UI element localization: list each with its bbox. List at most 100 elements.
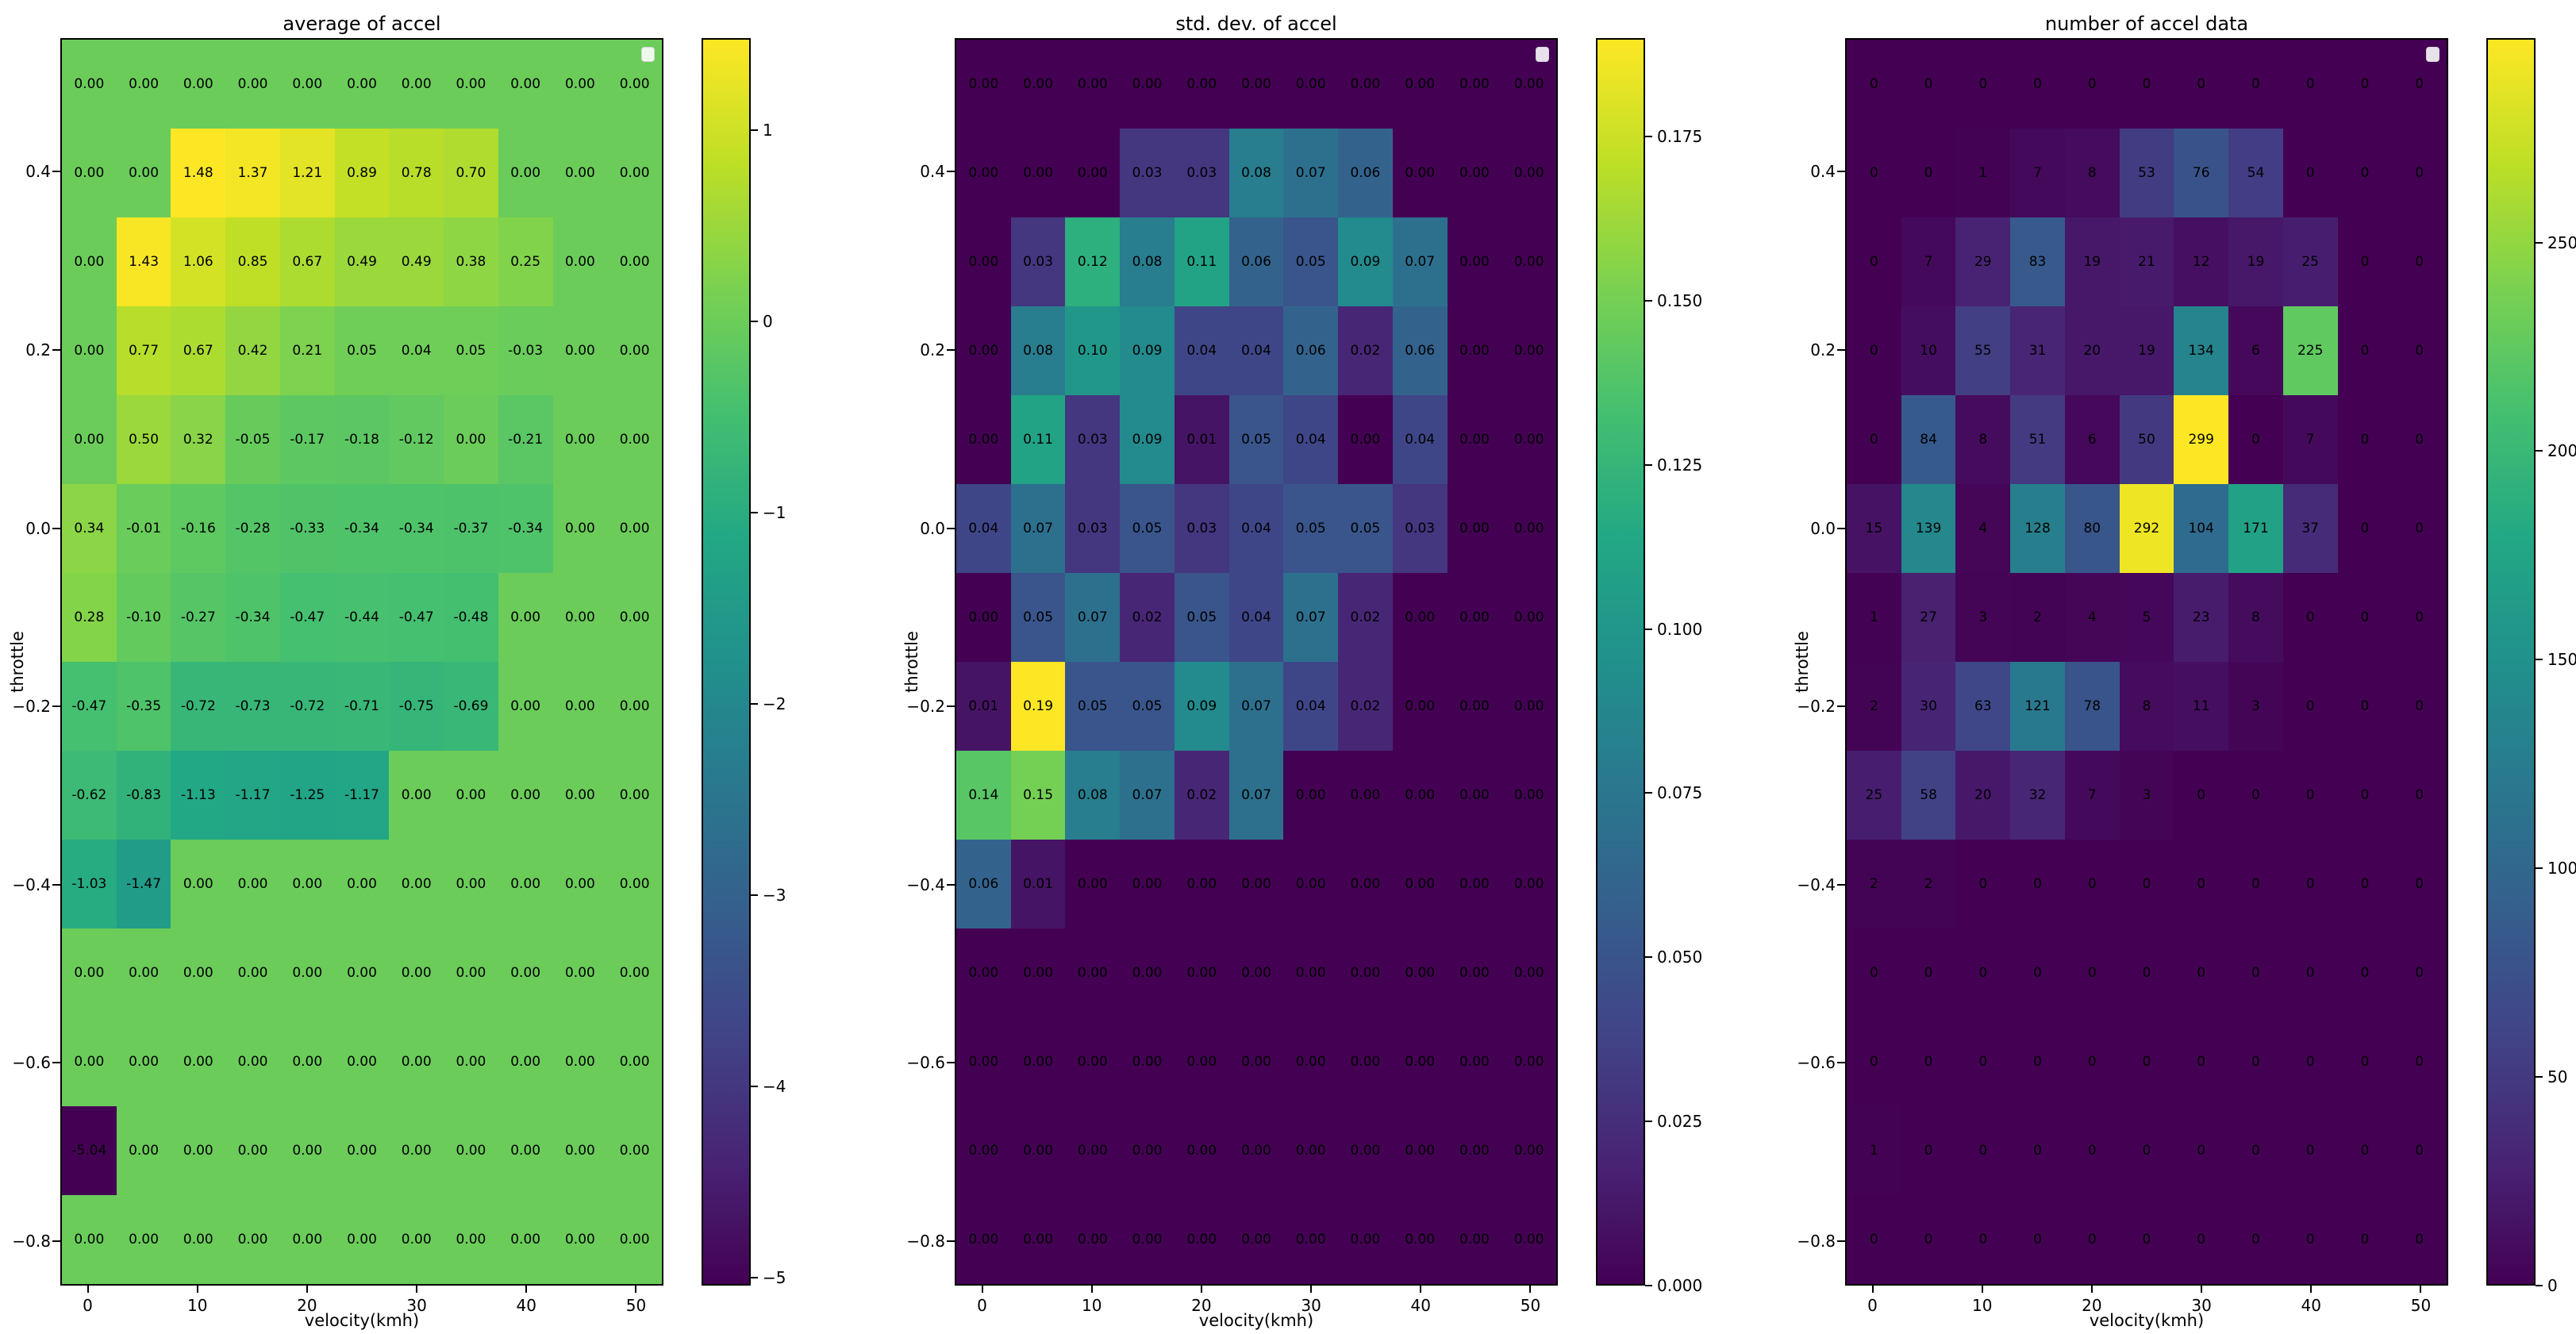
- heatmap-cell: 171: [2228, 484, 2283, 573]
- heatmap-cell: -0.72: [171, 662, 226, 751]
- colorbar-tick-label: 0.150: [1657, 290, 1703, 310]
- cell-value: 0.00: [564, 431, 595, 448]
- cell-value: 0.00: [237, 964, 268, 981]
- cell-value: 0: [2033, 964, 2042, 981]
- cell-value: 0: [2360, 609, 2370, 625]
- heatmap-cell: 0: [1901, 1017, 1956, 1106]
- cell-value: 12: [2192, 253, 2210, 270]
- cell-value: 0: [2360, 431, 2370, 448]
- heatmap-cell: 2: [1847, 662, 1901, 751]
- heatmap-grid: 0.00 0.00 0.00 0.00 0.00 0.00 0.00 0.00 0.00 0.00…: [62, 40, 662, 1284]
- x-tick-mark: [1871, 1286, 1874, 1293]
- cell-value: 0.05: [1350, 520, 1381, 536]
- heatmap-cell: 0.05: [1174, 573, 1229, 662]
- heatmap-cell: 12: [2174, 217, 2229, 306]
- heatmap-cell: 0.00: [1174, 928, 1229, 1017]
- cell-value: 0.67: [183, 342, 213, 359]
- cell-value: 15: [1865, 520, 1883, 536]
- cell-value: 0.00: [1405, 609, 1436, 625]
- heatmap-cell: 8: [1955, 395, 2011, 484]
- heatmap-cell: 0.00: [62, 1195, 117, 1284]
- heatmap-cell: 0: [1955, 1106, 2011, 1195]
- heatmap-cell: -0.34: [498, 484, 553, 573]
- cell-value: 1.37: [237, 164, 268, 181]
- cell-value: 299: [2188, 431, 2214, 448]
- heatmap-cell: 0.00: [1283, 40, 1339, 129]
- heatmap-cell: 63: [1955, 662, 2011, 751]
- cell-value: 0.00: [237, 75, 268, 92]
- heatmap-cell: 23: [2174, 573, 2229, 662]
- cell-value: 0.08: [1077, 786, 1108, 803]
- heatmap-cell: -0.33: [279, 484, 335, 573]
- cell-value: 0.00: [619, 1053, 650, 1070]
- heatmap-cell: 0.00: [1010, 1017, 1066, 1106]
- heatmap-cell: 80: [2064, 484, 2120, 573]
- cell-value: 0: [2305, 964, 2315, 981]
- cell-value: 0.00: [619, 75, 650, 92]
- cell-value: 0.00: [129, 1053, 160, 1070]
- cell-value: 0.00: [456, 875, 486, 892]
- x-tick-label: 50: [1520, 1296, 1541, 1315]
- heatmap-cell: 0.00: [552, 1017, 608, 1106]
- cell-value: 0.00: [510, 164, 541, 181]
- heatmap-cell: 0.00: [1447, 484, 1502, 573]
- colorbar-tick-mark: [751, 1086, 758, 1088]
- heatmap-cell: 0.00: [171, 1017, 226, 1106]
- cell-value: 0: [2087, 1053, 2097, 1070]
- cell-value: 6: [2087, 431, 2097, 448]
- cell-value: 0: [2142, 964, 2151, 981]
- heatmap-cell: 0.00: [389, 1106, 444, 1195]
- y-tick-mark: [52, 705, 60, 708]
- cell-value: 2: [1869, 698, 1878, 714]
- cell-value: 0.00: [1513, 1053, 1544, 1070]
- cell-value: 0: [2360, 75, 2370, 92]
- x-tick-mark: [416, 1286, 418, 1293]
- heatmap-cell: 0: [2392, 1106, 2447, 1195]
- cell-value: 0.06: [968, 875, 999, 892]
- heatmap-cell: 0.04: [1174, 306, 1229, 395]
- heatmap-cell: 6: [2228, 306, 2283, 395]
- cell-value: 0.00: [1350, 1053, 1381, 1070]
- cell-value: 0.01: [1186, 431, 1217, 448]
- heatmap-cell: 0: [2010, 40, 2065, 129]
- cell-value: 0.05: [456, 342, 486, 359]
- y-tick-label: −0.8: [906, 1231, 945, 1251]
- heatmap-cell: 0: [2174, 840, 2229, 928]
- heatmap-cell: 0: [2119, 840, 2174, 928]
- cell-value: 0: [2087, 875, 2097, 892]
- cell-value: 10: [1920, 342, 1937, 359]
- colorbar-tick-label: 0.075: [1657, 783, 1703, 803]
- cell-value: 37: [2301, 520, 2319, 536]
- heatmap-cell: 0: [1901, 129, 1956, 217]
- heatmap-cell: 20: [2064, 306, 2120, 395]
- x-tick-mark: [1200, 1286, 1202, 1293]
- heatmap-cell: 0.00: [171, 840, 226, 928]
- heatmap-cell: 0.00: [1338, 395, 1393, 484]
- y-tick-label: −0.2: [906, 697, 945, 717]
- cell-value: -0.47: [398, 609, 434, 625]
- heatmap-cell: 0: [2282, 129, 2338, 217]
- heatmap-cell: 0.00: [1501, 484, 1556, 573]
- cell-value: 0.00: [564, 342, 595, 359]
- heatmap-cell: 15: [1847, 484, 1901, 573]
- cell-value: 0.04: [968, 520, 999, 536]
- cell-value: 50: [2138, 431, 2155, 448]
- heatmap-cell: 0.05: [1065, 662, 1121, 751]
- cell-value: 0.03: [1077, 431, 1108, 448]
- cell-value: 0: [2415, 342, 2424, 359]
- cell-value: 0.00: [456, 964, 486, 981]
- cell-value: 0.00: [456, 1231, 486, 1248]
- y-tick-mark: [52, 1062, 60, 1064]
- heatmap-cell: 0: [1901, 1195, 1956, 1284]
- x-tick-label: 40: [2301, 1296, 2321, 1315]
- colorbar-tick-label: 0: [763, 311, 773, 331]
- heatmap-cell: 0: [2228, 1017, 2283, 1106]
- cell-value: 0.00: [74, 75, 105, 92]
- cell-value: 0.07: [1295, 164, 1326, 181]
- heatmap-cell: 0.00: [1447, 928, 1502, 1017]
- heatmap-cell: 3: [2119, 751, 2174, 840]
- heatmap-cell: -0.47: [62, 662, 117, 751]
- cell-value: 0.00: [237, 1053, 268, 1070]
- heatmap-cell: -0.17: [279, 395, 335, 484]
- y-tick-mark: [1837, 349, 1845, 351]
